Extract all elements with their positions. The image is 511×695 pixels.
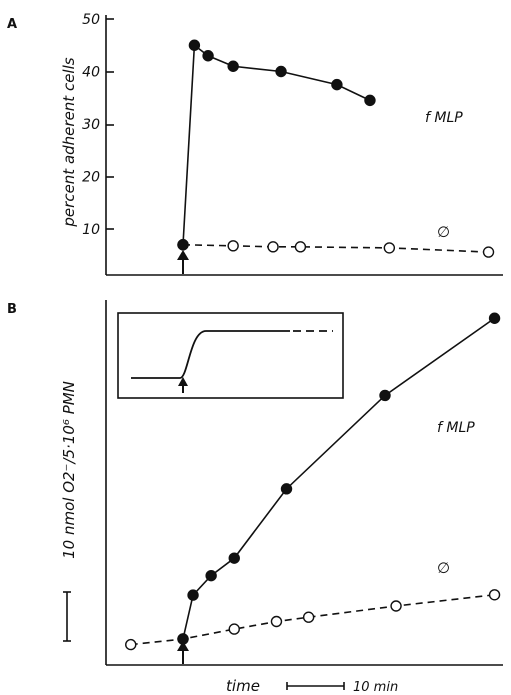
panel-a-fmlp-line (182, 43, 371, 245)
panel-a-control-point (227, 240, 239, 252)
panel-a-series (177, 39, 495, 258)
panel-a-ytick-label: 50 (82, 12, 100, 28)
panel-b-label: B (7, 302, 17, 317)
inset (117, 312, 344, 399)
panel-a-fmlp-point (275, 65, 287, 78)
panel-b-fmlp-point (379, 389, 391, 402)
panel-a-control-line (182, 243, 489, 253)
panel-a-ytick-label: 40 (82, 65, 100, 81)
panel-b-control-point (228, 623, 240, 635)
panel-b-ylabel: 10 nmol O2⁻/5·10⁶ PMN (60, 381, 78, 559)
panel-a-axes (105, 15, 503, 276)
inset-trace (131, 330, 290, 379)
panel-a-ytick-label: 10 (82, 222, 100, 238)
panel-a-ytick-label: 20 (82, 170, 100, 186)
panel-a-control-point (294, 241, 307, 253)
panel-a-label: A (7, 17, 17, 32)
panel-a-fmlp-point (177, 239, 189, 251)
time-scale-bar (286, 682, 345, 690)
panel-a-ytick-label: 30 (82, 117, 100, 133)
panel-a-fmlp-point (202, 50, 214, 62)
inset-frame (117, 312, 344, 399)
panel-b-stimulus-arrow (177, 641, 189, 664)
panel-b-control-point (270, 615, 283, 628)
panel-a-control-label: ∅ (437, 223, 450, 241)
panel-b-fmlp-point (488, 312, 501, 324)
panel-a-fmlp-point (188, 39, 201, 51)
panel-a-fmlp-label: f MLP (425, 110, 463, 126)
panel-b-control-point (302, 611, 315, 623)
panel-b-control-point (390, 600, 402, 612)
panel-b-fmlp-label: f MLP (437, 420, 475, 436)
x-axis-label: time (226, 677, 260, 695)
panel-a-fmlp-point (331, 78, 343, 91)
panel-a-control-point (267, 241, 279, 253)
panel-a-fmlp-point (364, 94, 376, 107)
panel-b-scale-bar (63, 591, 71, 642)
panel-b-series (125, 312, 501, 651)
time-scale-label: 10 min (353, 680, 398, 695)
panel-a-fmlp-point (227, 60, 239, 72)
panel-a-ticks: 10 20 30 40 50 (82, 12, 100, 238)
panel-b-fmlp-point (205, 569, 217, 582)
inset-arrow (178, 377, 188, 386)
panel-b-control-point (125, 638, 137, 651)
panel-a-stimulus-arrow (177, 250, 189, 274)
panel-b-control-label: ∅ (437, 559, 450, 577)
panel-a-control-point (383, 242, 396, 254)
panel-b-fmlp-point (228, 552, 240, 564)
panel-a-ylabel: percent adherent cells (60, 57, 78, 227)
panel-b-fmlp-point (187, 589, 199, 601)
panel-b-fmlp-line (182, 317, 496, 640)
panel-a-control-point (482, 246, 495, 258)
panel-b-fmlp-point (280, 483, 293, 495)
panel-b-axes (105, 300, 503, 666)
panel-b-control-point (488, 589, 501, 601)
